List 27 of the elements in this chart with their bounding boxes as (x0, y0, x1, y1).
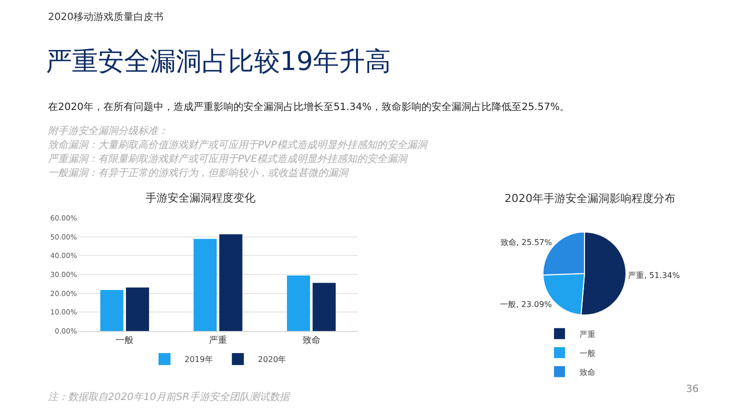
bar (219, 234, 242, 331)
text: 36 (686, 384, 699, 395)
legend-label: 致命 (580, 368, 596, 377)
data-label: 一般, 23.09% (500, 300, 552, 309)
text: 2020移动游戏质量白皮书 (48, 10, 164, 24)
text: 注：数据取自2020年10月前SR手游安全团队测试数据 (48, 390, 290, 404)
chart-title: 手游安全漏洞程度变化 (146, 192, 256, 205)
legend-label: 2019年 (184, 355, 213, 364)
text: 附手游安全漏洞分级标准： (48, 124, 168, 138)
bar (100, 290, 124, 331)
bar (126, 288, 150, 331)
text: 一般漏洞：有异于正常的游戏行为，但影响较小，或收益甚微的漏洞 (48, 166, 348, 180)
text: 在2020年，在所有问题中，造成严重影响的安全漏洞占比增长至51.34%，致命影响的安全漏洞占比降低至25.57%。 (48, 100, 570, 114)
x-tick-label: 致命 (302, 334, 320, 346)
legend-label: 一般 (580, 348, 596, 358)
bar (194, 238, 217, 331)
bar (286, 275, 310, 331)
legend-label: 2020年 (258, 355, 286, 364)
text: 致命漏洞：大量刷取高价值游戏财产或可应用于PVP模式造成明显外挂感知的安全漏洞 (48, 138, 427, 152)
x-tick-label: 严重 (209, 334, 227, 346)
data-label: 致命, 25.57% (500, 238, 552, 248)
text: 严重安全漏洞占比较19年升高 (46, 46, 392, 79)
bar (312, 282, 336, 331)
x-tick-label: 一般 (116, 334, 134, 346)
text: 严重漏洞：有限量刷取游戏财产或可应用于PVE模式造成明显外挂感知的安全漏洞 (48, 152, 408, 166)
data-label: 严重, 51.34% (628, 270, 680, 280)
chart-title: 2020年手游安全漏洞影响程度分布 (504, 192, 676, 205)
